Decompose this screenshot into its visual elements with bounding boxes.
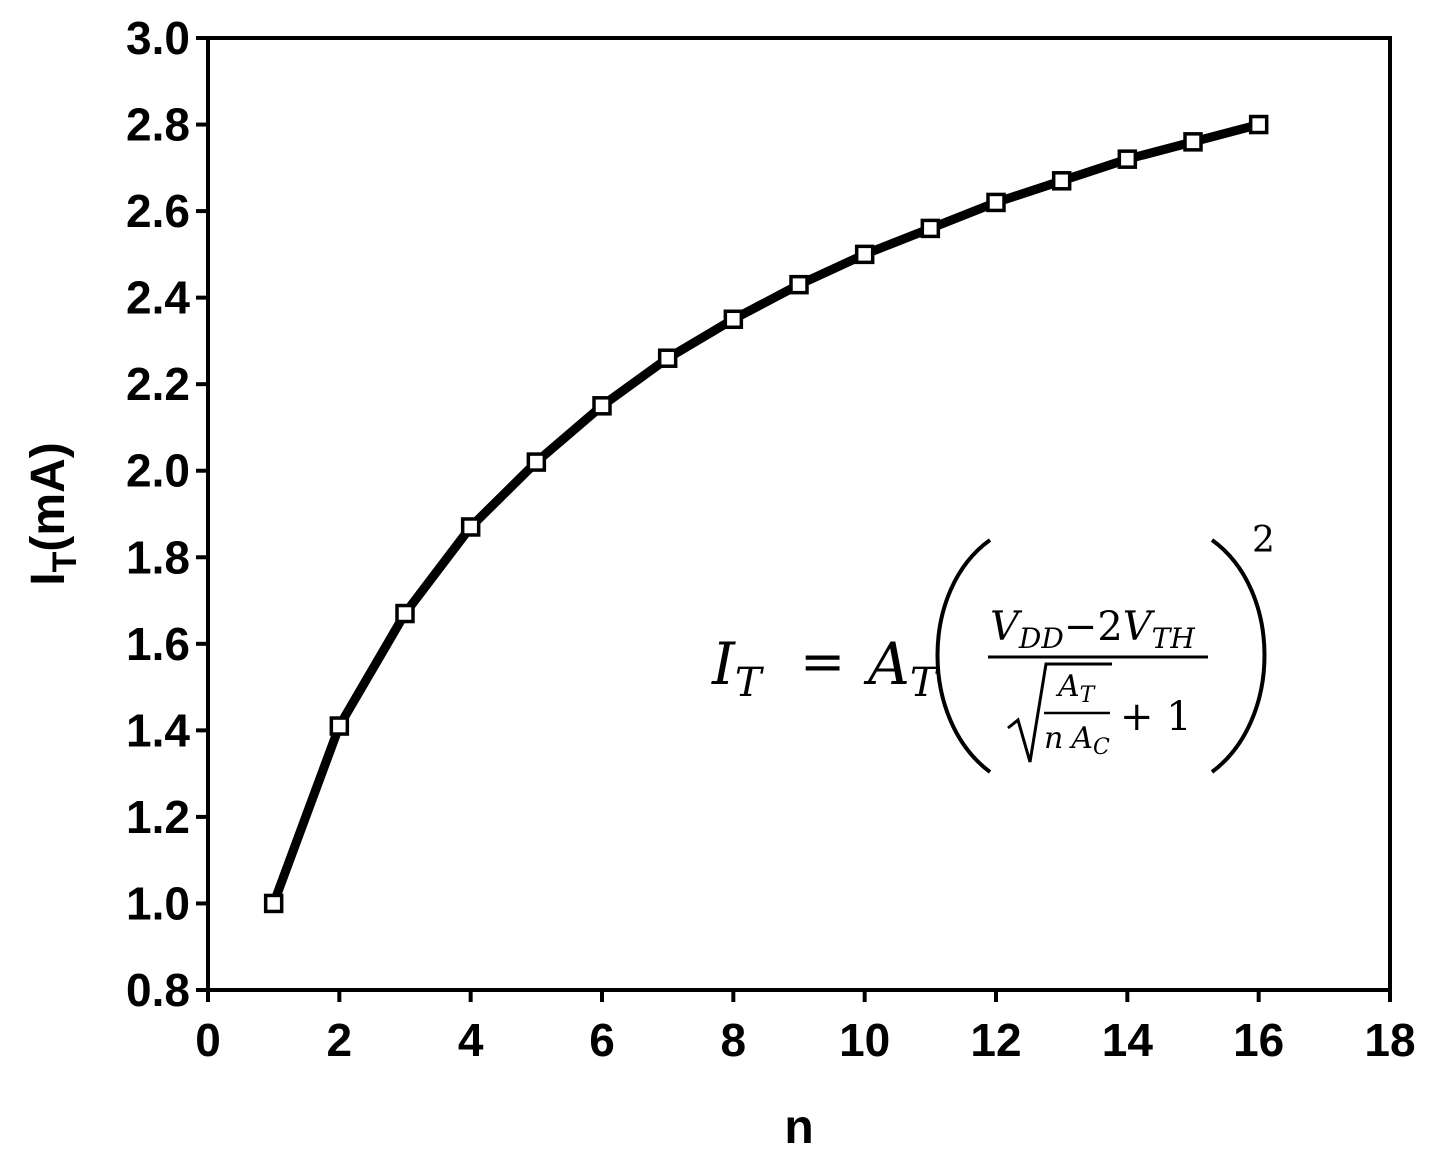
- data-point-marker: [920, 218, 941, 239]
- svg-text:AT: AT: [1055, 669, 1097, 708]
- y-axis-label-main: I: [22, 572, 75, 585]
- y-tick-label: 2.8: [126, 99, 190, 151]
- x-tick-label: 10: [839, 1014, 890, 1066]
- formula-num-v1-sub: DD: [1018, 622, 1064, 655]
- formula-den-bot-sub: C: [1093, 735, 1110, 760]
- data-point-marker: [854, 244, 875, 265]
- svg-text:AT: AT: [863, 630, 940, 706]
- formula-den-bot-a: A: [1068, 721, 1093, 756]
- data-point-marker: [460, 517, 481, 537]
- y-tick-label: 2.2: [126, 358, 190, 410]
- formula-num-mid: −2: [1064, 604, 1123, 650]
- y-axis-ticks: 0.8 1.0 1.2 1.4 1.6 1.8 2.0 2.2 2.4 2.6 2.8 3.0: [126, 12, 208, 1016]
- y-tick-label: 2.6: [126, 185, 190, 237]
- formula-equals: =: [800, 630, 845, 693]
- x-tick-label: 12: [970, 1014, 1021, 1066]
- y-tick-label: 1.8: [126, 531, 190, 583]
- y-tick-label: 2.0: [126, 445, 190, 497]
- plot-frame: [206, 36, 1392, 992]
- x-tick-label: 2: [327, 1014, 353, 1066]
- formula-lhs-main: I: [711, 630, 736, 698]
- data-point-marker: [657, 348, 678, 368]
- formula-left-paren: [935, 538, 992, 774]
- y-tick-label: 2.4: [126, 272, 190, 324]
- data-point-marker: [789, 274, 809, 295]
- svg-text:nAC: n AC: [1044, 721, 1110, 760]
- series-line: [269, 120, 1260, 906]
- svg-text:IT: IT: [711, 630, 765, 706]
- formula-annotation: IT = AT VDD−2VTH AT n AC + 1 2: [711, 520, 1275, 774]
- formula-right-paren: [1210, 538, 1267, 774]
- data-point-marker: [723, 309, 744, 330]
- y-tick-label: 1.0: [126, 877, 190, 929]
- formula-coef-sub: T: [910, 660, 940, 706]
- x-tick-label: 4: [458, 1014, 484, 1066]
- formula-sqrt-sign: [1007, 662, 1112, 763]
- y-axis-label: IT(mA): [22, 442, 84, 585]
- formula-den-bot-n: n: [1044, 721, 1063, 756]
- data-point-marker: [1248, 114, 1269, 135]
- data-point-marker: [395, 603, 415, 624]
- data-point-marker: [1117, 149, 1138, 169]
- formula-den-plus: + 1: [1120, 694, 1192, 740]
- y-tick-label: 3.0: [126, 12, 190, 64]
- data-point-marker: [592, 396, 612, 416]
- data-point-marker: [1183, 132, 1203, 152]
- formula-exponent: 2: [1252, 520, 1275, 561]
- y-tick-label: 1.2: [126, 791, 190, 843]
- formula-lhs-sub: T: [735, 660, 765, 706]
- formula-num-v2: V: [1123, 604, 1156, 650]
- x-tick-label: 0: [195, 1014, 221, 1066]
- x-axis-ticks: 0 2 4 6 8 10 12 14 16 18: [195, 990, 1416, 1066]
- y-tick-label: 0.8: [126, 964, 190, 1016]
- formula-coef-main: A: [863, 630, 910, 698]
- formula-num-v2-sub: TH: [1152, 622, 1196, 655]
- svg-text:IT(mA): IT(mA): [22, 442, 84, 585]
- y-tick-label: 1.4: [126, 704, 190, 756]
- data-point-marker: [263, 893, 284, 914]
- x-tick-label: 8: [721, 1014, 747, 1066]
- x-tick-label: 6: [589, 1014, 615, 1066]
- formula-den-top-sub: T: [1080, 683, 1097, 708]
- series-layer: [263, 114, 1269, 914]
- y-tick-label: 1.6: [126, 618, 190, 670]
- formula-num-v1: V: [990, 604, 1023, 650]
- data-point-marker: [526, 452, 547, 472]
- data-point-marker: [329, 716, 350, 736]
- y-axis-label-sub: T: [46, 551, 84, 572]
- x-tick-label: 16: [1233, 1014, 1284, 1066]
- x-tick-label: 18: [1364, 1014, 1415, 1066]
- x-tick-label: 14: [1102, 1014, 1154, 1066]
- formula-den-top: A: [1055, 669, 1080, 704]
- y-axis-label-rest: (mA): [22, 442, 75, 551]
- x-axis-label: n: [784, 1101, 813, 1154]
- svg-text:VDD−2VTH: VDD−2VTH: [990, 604, 1195, 655]
- data-point-marker: [1051, 171, 1072, 191]
- data-point-marker: [986, 192, 1006, 213]
